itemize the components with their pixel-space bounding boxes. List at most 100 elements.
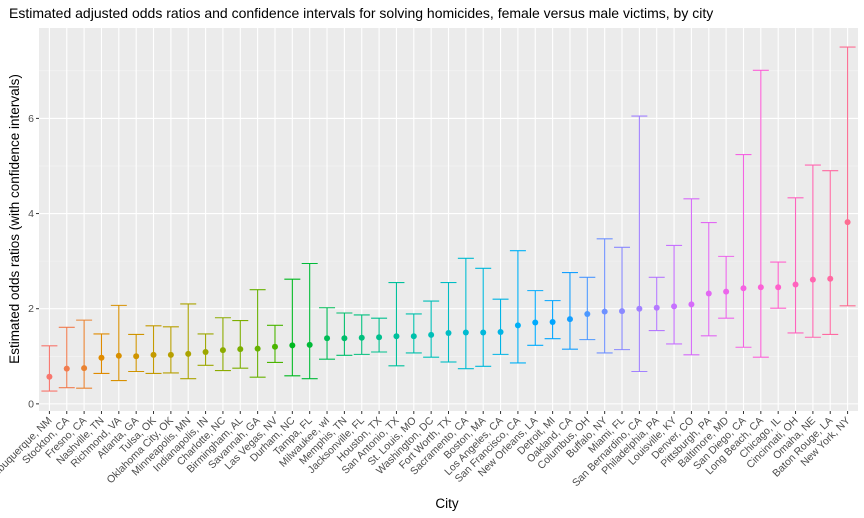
odds-ratio-point <box>237 346 244 353</box>
error-bar-group <box>388 281 405 367</box>
error-bar-group <box>579 276 596 341</box>
odds-ratio-point <box>341 335 348 342</box>
odds-ratio-point <box>514 322 521 329</box>
odds-ratio-point <box>445 329 452 336</box>
error-bar-group <box>41 345 58 392</box>
error-bar-group <box>423 300 440 358</box>
error-bar-group <box>561 271 578 350</box>
odds-ratio-point <box>688 301 695 308</box>
error-bar-group <box>492 298 509 355</box>
odds-ratio-point <box>740 285 747 292</box>
odds-ratio-point <box>63 365 70 372</box>
odds-ratio-point <box>705 290 712 297</box>
error-bar-group <box>145 325 162 374</box>
odds-ratio-point <box>775 284 782 291</box>
odds-ratio-point <box>671 303 678 310</box>
odds-ratio-point <box>827 275 834 282</box>
data-marks <box>41 46 856 392</box>
error-bar-group <box>683 198 700 356</box>
odds-ratio-point <box>497 329 504 336</box>
odds-ratio-point <box>271 343 278 350</box>
odds-ratio-point <box>549 319 556 326</box>
error-bar-group <box>371 317 388 353</box>
error-bar-group <box>93 333 110 374</box>
odds-ratio-point <box>462 329 469 336</box>
odds-ratio-point <box>133 353 140 360</box>
error-bar-group <box>596 238 613 354</box>
error-bar-group <box>770 261 787 309</box>
odds-ratio-point <box>376 334 383 341</box>
odds-ratio-point <box>46 373 53 380</box>
odds-ratio-point <box>619 308 626 315</box>
y-tick-label: 6 <box>28 113 34 125</box>
error-bar-group <box>700 222 717 337</box>
error-bar-group <box>527 290 544 346</box>
odds-ratio-point <box>480 329 487 336</box>
error-bar-group <box>76 319 93 389</box>
error-bar-group <box>162 326 179 374</box>
error-bar-group <box>544 300 561 340</box>
odds-ratio-point <box>757 284 764 291</box>
odds-ratio-point <box>150 351 157 358</box>
error-bar-group <box>405 313 422 354</box>
odds-ratio-point <box>566 316 573 323</box>
odds-ratio-point <box>81 365 88 372</box>
y-axis-title: Estimated odds ratios (with confidence i… <box>7 74 22 364</box>
error-bar-group <box>197 333 214 366</box>
error-bar-group <box>58 326 75 389</box>
odds-ratio-point <box>723 288 730 295</box>
odds-ratio-point <box>636 305 643 312</box>
error-bar-group <box>666 244 683 345</box>
chart-title: Estimated adjusted odds ratios and confi… <box>9 5 713 21</box>
odds-ratio-point <box>584 310 591 317</box>
error-bar-group <box>336 312 353 356</box>
error-bar-group <box>284 278 301 377</box>
error-bar-group <box>718 255 735 319</box>
error-bar-group <box>457 257 474 370</box>
y-tick-label: 2 <box>28 303 34 315</box>
odds-ratio-point <box>792 281 799 288</box>
error-bar-group <box>110 304 127 382</box>
odds-ratio-point <box>844 219 851 226</box>
error-bar-group <box>301 262 318 380</box>
error-bar-group <box>180 303 197 380</box>
odds-ratio-point <box>306 341 313 348</box>
error-bar-group <box>353 314 370 355</box>
odds-ratio-point <box>167 351 174 358</box>
error-bar-group <box>752 69 769 358</box>
error-bar-group <box>787 197 804 334</box>
error-bar-group <box>475 267 492 367</box>
odds-ratio-point <box>219 347 226 354</box>
odds-ratio-point <box>324 335 331 342</box>
error-bar-group <box>232 320 249 369</box>
error-bar-group <box>735 154 752 348</box>
odds-ratio-point <box>202 349 209 356</box>
error-bar-group <box>614 246 631 351</box>
odds-ratio-point <box>393 333 400 340</box>
error-bar-group <box>249 289 266 378</box>
y-tick-label: 4 <box>28 208 34 220</box>
error-bar-group <box>631 115 648 373</box>
odds-ratio-point <box>185 350 192 357</box>
error-bar-group <box>266 324 283 364</box>
odds-ratio-point <box>289 342 296 349</box>
error-bar-group <box>509 250 526 364</box>
error-bar-group <box>839 46 856 307</box>
odds-ratio-point <box>358 334 365 341</box>
x-axis-title: City <box>435 496 458 511</box>
odds-ratio-point <box>653 304 660 311</box>
error-bar-group <box>319 307 336 360</box>
odds-ratio-point <box>809 276 816 283</box>
error-bar-group <box>440 281 457 363</box>
odds-ratio-point <box>532 319 539 326</box>
error-bar-group <box>128 333 145 373</box>
error-bar-group <box>648 276 665 332</box>
error-bar-group <box>822 170 839 335</box>
error-bar-group <box>804 164 821 338</box>
odds-ratio-point <box>428 331 435 338</box>
odds-ratio-point <box>98 354 105 361</box>
odds-ratio-point <box>115 352 122 359</box>
odds-ratio-point <box>601 308 608 315</box>
error-bar-group <box>214 317 231 372</box>
